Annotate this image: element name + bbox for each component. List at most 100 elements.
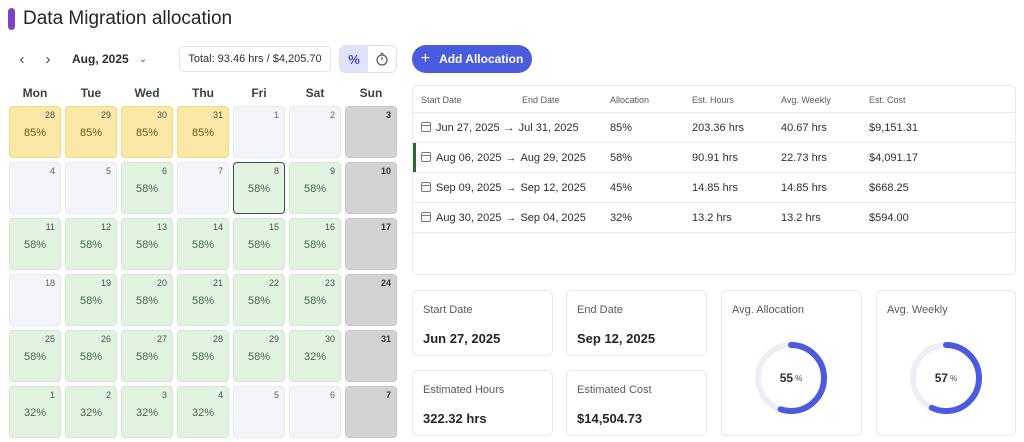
weekday-thu: Thu [192,86,214,100]
calendar-day[interactable]: 12 58% [65,218,117,270]
calendar-day[interactable]: 8 58% [233,162,285,214]
calendar-day[interactable]: 10 [345,162,397,214]
calendar-day[interactable]: 4 [9,162,61,214]
col-est-cost: Est. Cost [869,95,906,105]
calendar-day[interactable]: 22 58% [233,274,285,326]
avg-allocation-ring-progress [755,342,827,414]
calendar-day[interactable]: 3 32% [121,386,173,438]
calendar-day[interactable]: 19 58% [65,274,117,326]
percent-toggle-button[interactable]: % [340,46,368,72]
calendar-day[interactable]: 1 32% [9,386,61,438]
day-number: 15 [268,222,279,232]
calendar-day[interactable]: 13 58% [121,218,173,270]
calendar-day[interactable]: 14 58% [177,218,229,270]
start-date-value: Jun 27, 2025 [423,331,501,346]
day-number: 10 [380,166,391,176]
avg-allocation-text: 55% [752,339,830,417]
calendar-day[interactable]: 18 [9,274,61,326]
day-allocation: 58% [23,239,47,251]
day-allocation: 85% [191,127,215,139]
table-row[interactable]: Aug 06, 2025 → Aug 29, 2025 58% 90.91 hrs 22.… [413,143,1015,173]
month-select[interactable]: Aug, 2025 ⌄ [72,45,147,73]
calendar-day[interactable]: 29 58% [233,330,285,382]
calendar-day[interactable]: 7 [177,162,229,214]
calendar-day[interactable]: 21 58% [177,274,229,326]
calendar-day[interactable]: 28 58% [177,330,229,382]
day-allocation: 58% [191,295,215,307]
avg-weekly-percent: % [950,373,958,383]
calendar-day[interactable]: 5 [65,162,117,214]
allocation-cell: 85% [610,122,633,134]
calendar-day[interactable]: 28 85% [9,106,61,158]
estimated-cost-label: Estimated Cost [577,384,652,396]
calendar-day[interactable]: 31 85% [177,106,229,158]
weekday-mon: Mon [22,86,48,100]
avg-allocation-label: Avg. Allocation [732,304,804,316]
month-label: Aug, 2025 [72,52,129,66]
end-date-card: End Date Sep 12, 2025 [566,290,707,356]
calendar-day[interactable]: 2 [289,106,341,158]
table-row[interactable]: Jun 27, 2025 → Jul 31, 2025 85% 203.36 hrs 40… [413,113,1015,143]
avg-allocation-value: 55 [779,371,794,385]
calendar-day[interactable]: 3 [345,106,397,158]
add-allocation-button[interactable]: + Add Allocation [412,45,532,73]
calendar-day[interactable]: 23 58% [289,274,341,326]
calendar-day[interactable]: 24 [345,274,397,326]
calendar-day[interactable]: 17 [345,218,397,270]
day-number: 26 [100,334,111,344]
day-number: 24 [380,278,391,288]
day-allocation: 58% [135,295,159,307]
day-allocation: 58% [247,183,271,195]
allocation-table: Start Date End Date Allocation Est. Hour… [412,85,1016,275]
day-allocation: 58% [135,351,159,363]
start-date-cell: Aug 30, 2025 → Sep 04, 2025 [421,212,586,224]
add-allocation-label: Add Allocation [439,52,524,66]
calendar-day[interactable]: 5 [233,386,285,438]
day-allocation: 85% [79,127,103,139]
avg-allocation-card: Avg. Allocation 55% [721,290,862,436]
title-accent-bar [8,8,15,30]
chevron-left-icon[interactable]: ‹ [19,50,25,68]
calendar-day[interactable]: 6 [289,386,341,438]
calendar-day[interactable]: 6 58% [121,162,173,214]
estimated-hours-label: Estimated Hours [423,384,505,396]
start-date-cell: Aug 06, 2025 → Aug 29, 2025 [421,152,586,164]
day-allocation: 85% [23,127,47,139]
day-allocation: 58% [135,183,159,195]
plus-icon: + [420,50,431,67]
calendar-day[interactable]: 16 58% [289,218,341,270]
day-allocation: 58% [247,239,271,251]
avg-weekly-card: Avg. Weekly 57% [876,290,1016,436]
calendar-day[interactable]: 2 32% [65,386,117,438]
calendar-day[interactable]: 25 58% [9,330,61,382]
calendar-day[interactable]: 1 [233,106,285,158]
stopwatch-icon[interactable] [368,46,396,72]
calendar-day[interactable]: 4 32% [177,386,229,438]
start-date-cell: Jun 27, 2025 → Jul 31, 2025 [421,122,579,134]
calendar-day[interactable]: 29 85% [65,106,117,158]
day-allocation: 58% [247,295,271,307]
avg-weekly-ring-progress [910,342,982,414]
allocation-cell: 58% [610,152,633,164]
calendar-icon [421,182,431,192]
calendar-day[interactable]: 27 58% [121,330,173,382]
calendar-day[interactable]: 11 58% [9,218,61,270]
calendar-day[interactable]: 7 [345,386,397,438]
weekday-fri: Fri [251,86,267,100]
day-number: 5 [105,166,111,176]
table-row[interactable]: Sep 09, 2025 → Sep 12, 2025 45% 14.85 hrs 14.… [413,173,1015,203]
table-row[interactable]: Aug 30, 2025 → Sep 04, 2025 32% 13.2 hrs 13.2… [413,203,1015,233]
calendar-day[interactable]: 30 85% [121,106,173,158]
calendar-day[interactable]: 26 58% [65,330,117,382]
calendar-day[interactable]: 15 58% [233,218,285,270]
chevron-right-icon[interactable]: › [45,50,51,68]
calendar-day[interactable]: 9 58% [289,162,341,214]
day-number: 9 [329,166,335,176]
day-number: 21 [212,278,223,288]
calendar-day[interactable]: 30 32% [289,330,341,382]
calendar-day[interactable]: 20 58% [121,274,173,326]
day-allocation: 58% [303,183,327,195]
day-number: 13 [156,222,167,232]
calendar-day[interactable]: 31 [345,330,397,382]
day-number: 6 [161,166,167,176]
